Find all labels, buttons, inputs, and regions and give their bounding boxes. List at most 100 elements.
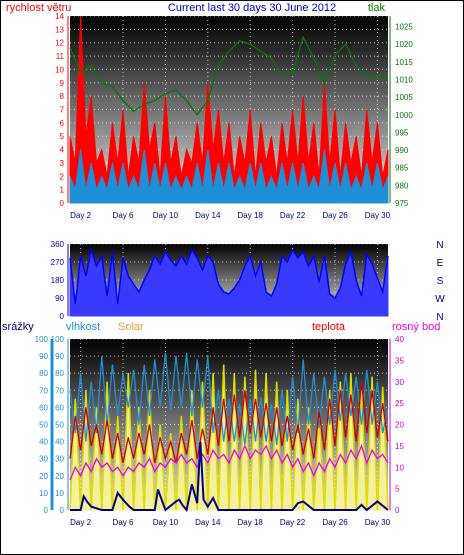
rain-ytick-label: 50	[39, 421, 48, 430]
temperature-ytick-label: 25	[395, 399, 404, 408]
dewpoint-series	[69, 443, 389, 481]
wind-ytick-label: 12	[55, 39, 64, 48]
rain-ytick-label: 80	[39, 369, 48, 378]
wind-axis-title: rychlost větru	[6, 2, 71, 14]
dewpoint-axis-title: rosný bod	[392, 321, 440, 333]
pressure-ytick-label: 995	[395, 128, 409, 137]
wind-xtick-label: Day 26	[322, 211, 348, 220]
wind-ytick-label: 14	[55, 12, 64, 21]
temperature-ytick-label: 30	[395, 378, 404, 387]
rain-ytick-label: 90	[39, 352, 48, 361]
wind-ytick-label: 4	[60, 146, 65, 155]
direction-ytick-label: 90	[55, 294, 64, 303]
pressure-ytick-label: 980	[395, 181, 409, 190]
compass-label: S	[437, 276, 444, 287]
humidity-ytick-label: 0	[60, 506, 65, 515]
climate-xtick-label: Day 2	[70, 518, 91, 527]
climate-xtick-label: Day 18	[238, 518, 264, 527]
wind-xtick-label: Day 22	[280, 211, 306, 220]
climate-xtick-label: Day 30	[365, 518, 391, 527]
pressure-ytick-label: 1015	[395, 58, 413, 67]
pressure-ytick-label: 1020	[395, 40, 413, 49]
wind-ytick-label: 0	[60, 199, 65, 208]
wind-ytick-label: 11	[56, 52, 65, 61]
pressure-axis-title: tlak	[368, 2, 386, 14]
temperature-ytick-label: 20	[395, 421, 404, 430]
rain-axis-title: srážky	[2, 321, 34, 333]
climate-xtick-label: Day 14	[195, 518, 221, 527]
humidity-ytick-label: 20	[55, 472, 64, 481]
wind-xtick-label: Day 10	[153, 211, 179, 220]
humidity-ytick-label: 60	[55, 403, 64, 412]
climate-xtick-label: Day 26	[322, 518, 348, 527]
rain-ytick-label: 30	[39, 455, 48, 464]
wind-ytick-label: 6	[60, 119, 65, 128]
wind-ytick-label: 13	[55, 25, 64, 34]
compass-label: W	[435, 294, 445, 305]
humidity-ytick-label: 90	[55, 352, 64, 361]
wind-direction-series	[69, 247, 389, 305]
rain-ytick-label: 20	[39, 472, 48, 481]
humidity-ytick-label: 10	[55, 489, 64, 498]
pressure-ytick-label: 1005	[395, 93, 413, 102]
pressure-ytick-label: 1025	[395, 23, 413, 32]
wind-ytick-label: 8	[60, 92, 65, 101]
climate-xtick-label: Day 6	[113, 518, 134, 527]
temperature-ytick-label: 40	[395, 335, 404, 344]
wind-ytick-label: 10	[55, 65, 64, 74]
climate-xtick-label: Day 10	[153, 518, 179, 527]
humidity-ytick-label: 100	[51, 335, 65, 344]
wind-ytick-label: 3	[60, 159, 65, 168]
wind-ytick-label: 9	[60, 79, 65, 88]
humidity-series	[69, 352, 389, 446]
chart-title: Current last 30 days 30 June 2012	[168, 2, 336, 14]
wind-speed-series	[69, 149, 389, 204]
pressure-ytick-label: 985	[395, 164, 409, 173]
wind-ytick-label: 1	[60, 186, 65, 195]
compass-label: N	[436, 312, 443, 323]
wind-ytick-label: 2	[60, 172, 65, 181]
compass-label: N	[436, 240, 443, 251]
wind-xtick-label: Day 2	[70, 211, 91, 220]
temperature-ytick-label: 35	[395, 356, 404, 365]
humidity-ytick-label: 50	[55, 421, 64, 430]
wind-ytick-label: 7	[60, 106, 65, 115]
wind-ytick-label: 5	[60, 132, 65, 141]
direction-ytick-label: 0	[60, 312, 65, 321]
rain-ytick-label: 100	[35, 335, 49, 344]
humidity-ytick-label: 70	[55, 386, 64, 395]
compass-label: E	[437, 258, 444, 269]
temperature-ytick-label: 10	[395, 463, 404, 472]
temperature-ytick-label: 0	[395, 506, 400, 515]
rain-ytick-label: 10	[39, 489, 48, 498]
wind-gust-series	[69, 15, 389, 204]
wind-xtick-label: Day 18	[238, 211, 264, 220]
temperature-ytick-label: 15	[395, 442, 404, 451]
humidity-ytick-label: 30	[55, 455, 64, 464]
wind-xtick-label: Day 30	[365, 211, 391, 220]
wind-xtick-label: Day 14	[195, 211, 221, 220]
rain-ytick-label: 70	[39, 386, 48, 395]
pressure-ytick-label: 1010	[395, 76, 413, 85]
direction-ytick-label: 360	[51, 240, 65, 249]
pressure-ytick-label: 990	[395, 146, 409, 155]
pressure-ytick-label: 975	[395, 199, 409, 208]
temperature-ytick-label: 5	[395, 485, 400, 494]
humidity-ytick-label: 40	[55, 438, 64, 447]
rain-ytick-label: 40	[39, 438, 48, 447]
temperature-series	[69, 381, 389, 464]
climate-xtick-label: Day 22	[280, 518, 306, 527]
wind-xtick-label: Day 6	[113, 211, 134, 220]
pressure-ytick-label: 1000	[395, 111, 413, 120]
rain-ytick-label: 60	[39, 403, 48, 412]
direction-ytick-label: 270	[51, 258, 65, 267]
humidity-ytick-label: 80	[55, 369, 64, 378]
pressure-series	[69, 35, 389, 116]
rain-series	[70, 441, 389, 513]
temperature-axis-title: teplota	[312, 321, 346, 333]
direction-ytick-label: 180	[51, 276, 65, 285]
humidity-axis-title: vlhkost	[66, 321, 100, 333]
solar-axis-title: Solar	[118, 321, 144, 333]
rain-ytick-label: 0	[44, 506, 49, 515]
